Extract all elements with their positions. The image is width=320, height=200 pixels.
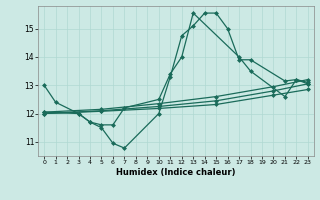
X-axis label: Humidex (Indice chaleur): Humidex (Indice chaleur) [116, 168, 236, 177]
